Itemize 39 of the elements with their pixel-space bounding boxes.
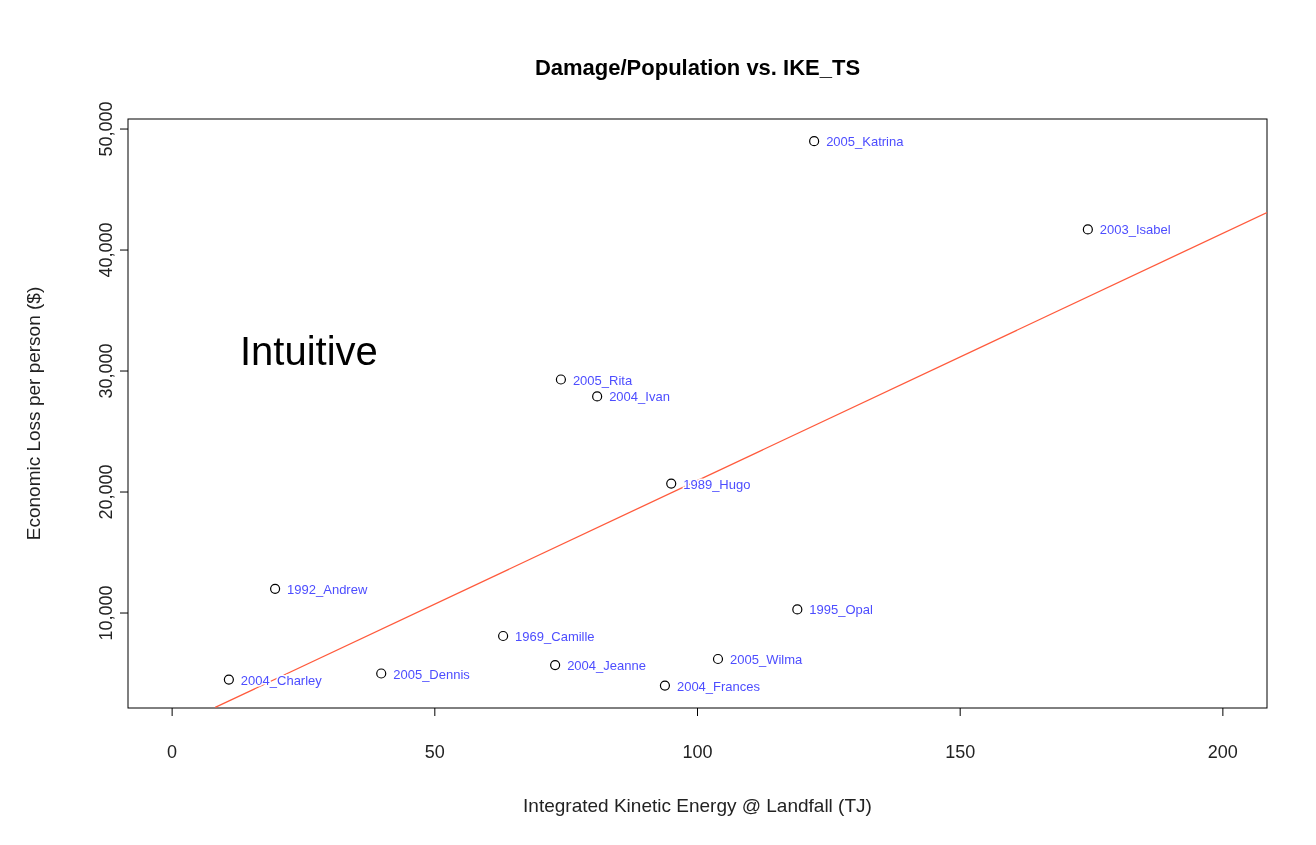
x-tick-label: 50 [424,742,445,762]
point [498,630,509,642]
point [712,653,724,665]
point [223,674,234,685]
annotation: 1992_Andrew [287,581,368,597]
annotation: Intuitive [240,329,378,373]
point [550,659,561,671]
y-tick-label: 20,000 [96,464,116,520]
y-tick-label: 10,000 [96,585,116,641]
x-tick-label: 200 [1207,742,1238,762]
x-axis-title: Integrated Kinetic Energy @ Landfall (TJ) [523,795,872,816]
chart-title: Damage/Population vs. IKE_TS [534,55,861,80]
annotation: 1969_Camille [515,629,595,645]
annotation: 2005_Dennis [393,666,471,682]
annotation: 2005_Katrina [826,134,905,150]
point [555,374,566,385]
annotation: 2005_Rita [572,372,633,388]
point [270,583,281,594]
annotation: 1989_Hugo [683,476,751,492]
annotation: 2004_Ivan [609,389,670,405]
annotation: 2005_Wilma [729,652,804,667]
annotation: 2003_Isabel [1099,222,1171,238]
x-tick-label: 0 [167,742,178,762]
annotation: 1995_Opal [809,602,874,618]
y-tick-label: 40,000 [96,222,116,278]
point [666,478,677,489]
x-tick-label: 150 [945,742,976,762]
annotation: 2004_Jeanne [567,658,646,674]
point [592,391,603,402]
point [792,604,803,615]
point [659,680,671,691]
point [1082,224,1093,235]
point [376,668,387,679]
annotation: 2004_Frances [676,678,761,694]
point [809,136,820,147]
y-tick-label: 30,000 [96,343,116,399]
y-axis-title: Economic Loss per person ($) [23,286,44,541]
y-tick-label: 50,000 [96,101,116,157]
x-tick-label: 100 [682,742,713,762]
